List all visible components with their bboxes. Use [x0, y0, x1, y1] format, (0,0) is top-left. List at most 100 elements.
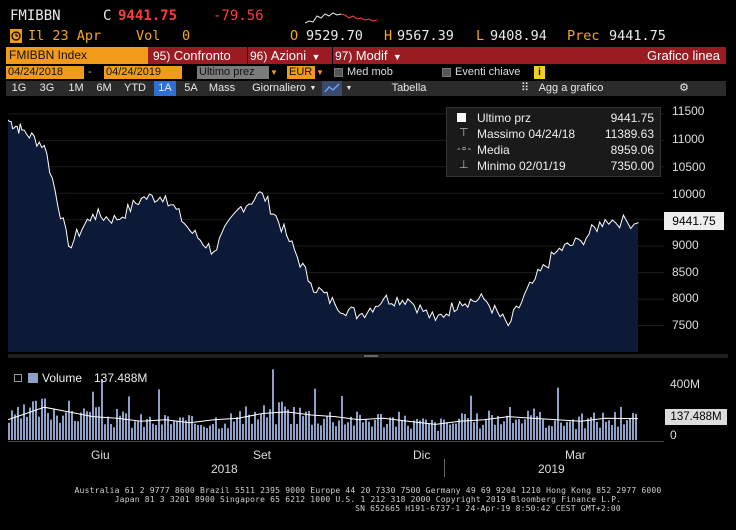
volume-bar — [14, 414, 16, 440]
volume-bar — [287, 409, 289, 440]
volume-bar — [308, 410, 310, 440]
panel-divider[interactable] — [8, 354, 728, 358]
volume-bar — [407, 425, 409, 440]
price-y-axis: 11500 11000 10500 10000 9000 8500 8000 7… — [664, 98, 736, 352]
price-point — [531, 282, 534, 284]
price-point — [407, 298, 409, 300]
volume-bar — [632, 413, 634, 440]
price-point — [580, 240, 582, 242]
add-to-chart-button[interactable]: Agg a grafico — [538, 82, 604, 94]
volume-bar — [35, 400, 37, 440]
volume-bar — [524, 419, 526, 440]
volume-bar — [485, 420, 487, 440]
start-date-input[interactable]: 04/24/2018 — [6, 66, 84, 79]
modify-menu[interactable]: 97) Modif ▼ — [335, 47, 407, 64]
volume-bar — [299, 407, 301, 440]
price-point — [286, 234, 288, 237]
modify-menu-label: Modif — [355, 48, 388, 63]
period-1y[interactable]: 1A — [154, 81, 176, 96]
price-point — [116, 219, 118, 221]
ticker-field[interactable]: FMIBBN Index — [6, 47, 148, 64]
x-month-label: Mar — [565, 448, 586, 462]
volume-bar — [260, 413, 262, 440]
volume-bar — [593, 412, 595, 440]
legend-row-last: Ultimo prz 9441.75 — [477, 110, 654, 126]
quote-header: FMIBBN C 9441.75 -79.56 — [0, 8, 736, 28]
line-chart-icon[interactable] — [322, 81, 342, 96]
currency-select[interactable]: EUR — [287, 66, 315, 79]
volume-bar — [401, 420, 403, 440]
period-1m[interactable]: 1M — [68, 82, 84, 94]
frequency-select[interactable]: Giornaliero — [252, 82, 306, 94]
period-max[interactable]: Mass — [208, 82, 236, 94]
footer-contacts: Australia 61 2 9777 8600 Brazil 5511 239… — [74, 486, 662, 495]
volume-bar — [410, 428, 412, 440]
volume-bar — [554, 420, 556, 440]
price-point — [507, 324, 509, 327]
volume-bar — [284, 406, 286, 440]
volume-bar — [23, 404, 25, 440]
chart-type-label[interactable]: Grafico linea — [647, 48, 720, 63]
volume-bar — [296, 423, 298, 440]
volume-bar — [605, 421, 607, 440]
volume-bar — [386, 424, 388, 440]
volume-bar — [113, 427, 115, 440]
x-year-label: 2018 — [211, 462, 238, 476]
compare-menu[interactable]: 95) Confronto — [153, 47, 245, 64]
drag-handle-icon[interactable]: ⠿ — [520, 82, 530, 94]
moving-average-checkbox[interactable] — [334, 68, 343, 77]
volume-bar — [131, 427, 133, 440]
volume-bar — [518, 419, 520, 440]
volume-bar — [80, 412, 82, 440]
period-3d[interactable]: 3G — [39, 82, 55, 94]
y-tick: 8000 — [672, 291, 699, 305]
table-button[interactable]: Tabella — [391, 82, 427, 94]
volume-bar — [281, 401, 283, 440]
price-point — [189, 229, 191, 231]
price-point — [164, 195, 167, 197]
volume-bar — [449, 424, 451, 440]
chevron-down-icon[interactable]: ▼ — [316, 68, 324, 77]
volume-bar — [242, 423, 244, 440]
price-point — [43, 145, 45, 147]
volume-legend-value: 137.488M — [94, 371, 148, 385]
price-point — [334, 303, 336, 305]
volume-bar — [602, 412, 604, 440]
end-date-input[interactable]: 04/24/2019 — [104, 66, 182, 79]
period-5y[interactable]: 5A — [184, 82, 198, 94]
volume-bar — [140, 414, 142, 440]
volume-bar — [251, 423, 253, 440]
volume-bar — [302, 416, 304, 440]
compare-menu-number: 95) — [153, 49, 171, 63]
volume-bar — [377, 414, 379, 440]
y-tick: 10000 — [672, 187, 706, 201]
key-events-checkbox[interactable] — [442, 68, 451, 77]
volume-bar — [446, 422, 448, 440]
volume-bar — [572, 419, 574, 440]
volume-bar — [68, 400, 70, 440]
high-marker-icon: ⊤ — [459, 127, 469, 139]
actions-menu[interactable]: 96) Azioni ▼ — [250, 47, 330, 64]
period-6m[interactable]: 6M — [96, 82, 112, 94]
period-ytd[interactable]: YTD — [124, 82, 146, 94]
field-select[interactable]: Ultimo prez — [197, 66, 269, 79]
chevron-down-icon[interactable]: ▼ — [270, 68, 278, 77]
chevron-down-icon[interactable]: ▼ — [345, 85, 353, 92]
gear-icon[interactable]: ⚙ — [679, 82, 689, 94]
volume-bar — [230, 413, 232, 440]
volume-toggle-checkbox[interactable] — [14, 374, 22, 382]
volume-bar — [353, 425, 355, 440]
period-bar: 1G 3G 1M 6M YTD 1A 5A Mass Giornaliero ▼… — [6, 81, 726, 96]
chevron-down-icon[interactable]: ▼ — [309, 85, 317, 92]
volume-bar — [542, 419, 544, 440]
volume-bar — [227, 428, 229, 440]
period-1d[interactable]: 1G — [11, 82, 27, 94]
info-icon[interactable]: i — [534, 66, 545, 79]
low-marker-icon: ⊥ — [459, 159, 469, 171]
volume-bar — [74, 420, 76, 440]
price-point — [382, 298, 385, 300]
volume-bar — [500, 424, 502, 440]
volume-bar — [413, 420, 415, 440]
volume-bar — [44, 398, 46, 440]
volume-bar — [614, 412, 616, 440]
